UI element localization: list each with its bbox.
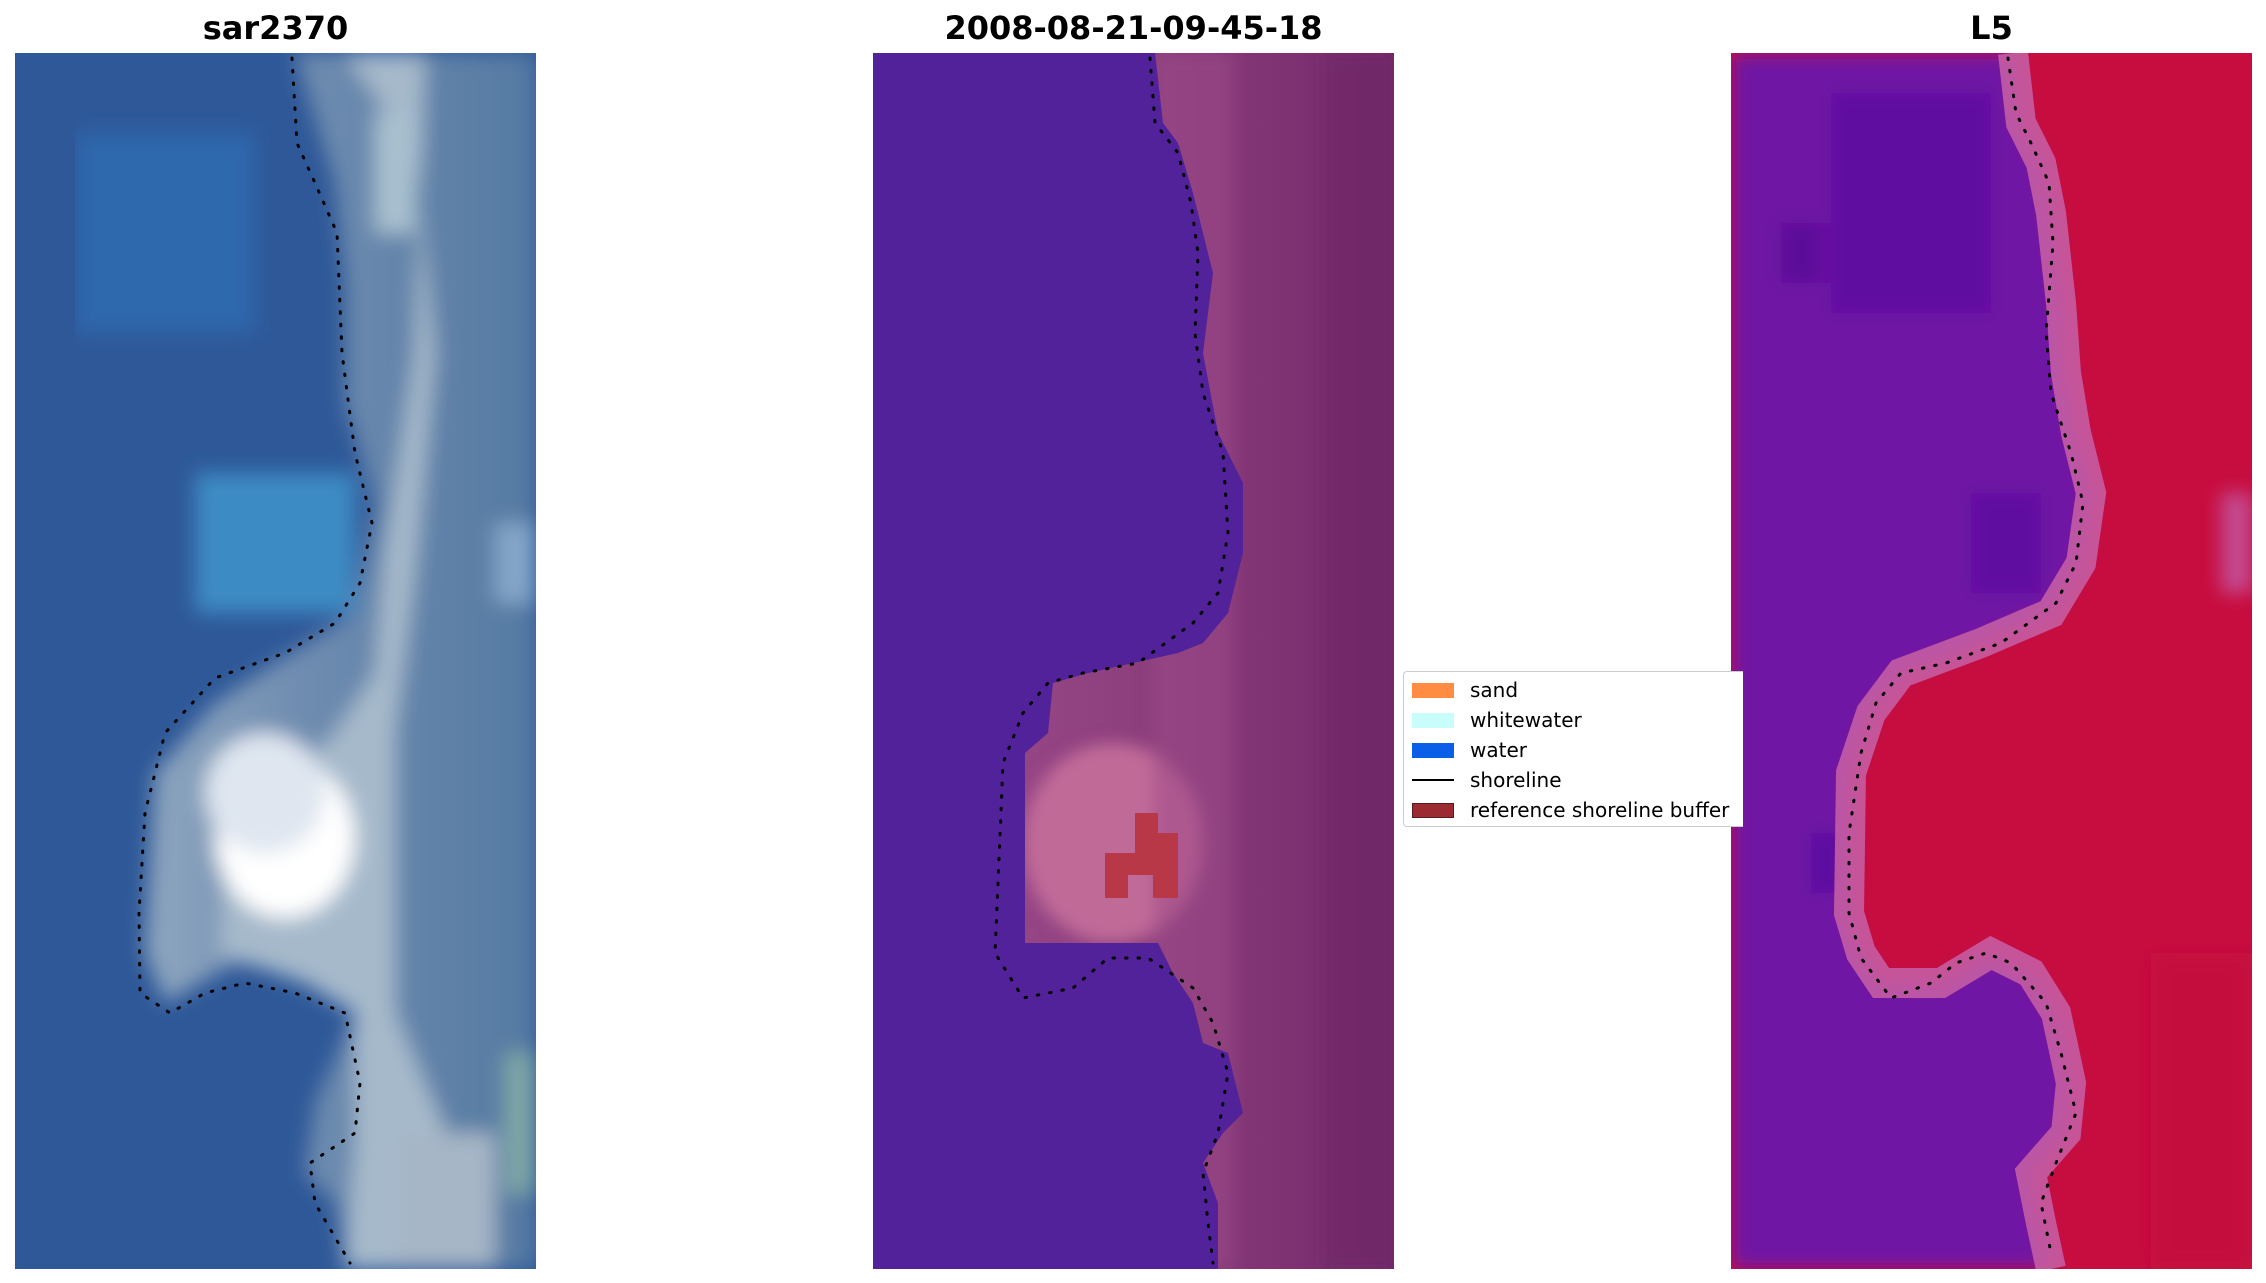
legend-swatch-reference-buffer bbox=[1412, 802, 1454, 818]
legend: sand whitewater water shoreline referenc… bbox=[1403, 671, 1743, 827]
legend-item-water: water bbox=[1412, 735, 1527, 765]
index-image bbox=[1731, 53, 2252, 1269]
classification-image-panel bbox=[873, 53, 1394, 1269]
legend-swatch-water bbox=[1412, 742, 1454, 758]
water-class-region bbox=[873, 53, 1243, 1269]
panel-title-index: L5 bbox=[1970, 9, 2013, 47]
panel-title-rgb: sar2370 bbox=[202, 9, 349, 47]
index-image-panel bbox=[1731, 53, 2252, 1269]
legend-label-reference-buffer: reference shoreline buffer bbox=[1470, 798, 1730, 822]
reference-buffer-region bbox=[1105, 813, 1178, 898]
legend-item-reference-buffer: reference shoreline buffer bbox=[1412, 795, 1729, 825]
shoreline-dots-index bbox=[1847, 56, 2085, 1255]
transition-band bbox=[1833, 53, 2107, 1269]
rgb-image-panel bbox=[15, 53, 536, 1269]
legend-label-whitewater: whitewater bbox=[1470, 708, 1582, 732]
legend-line-shoreline bbox=[1412, 779, 1454, 781]
panel-title-classification: 2008-08-21-09-45-18 bbox=[944, 9, 1323, 47]
shoreline-dots-classification bbox=[993, 56, 1230, 1265]
legend-label-shoreline: shoreline bbox=[1470, 768, 1562, 792]
legend-swatch-whitewater bbox=[1412, 712, 1454, 728]
legend-label-water: water bbox=[1470, 738, 1527, 762]
legend-item-shoreline: shoreline bbox=[1412, 765, 1562, 795]
shoreline-dots-rgb bbox=[137, 56, 374, 1265]
rgb-image bbox=[15, 53, 536, 1269]
legend-item-sand: sand bbox=[1412, 675, 1518, 705]
legend-item-whitewater: whitewater bbox=[1412, 705, 1582, 735]
legend-label-sand: sand bbox=[1470, 678, 1519, 702]
legend-swatch-sand bbox=[1412, 682, 1454, 698]
classification-image bbox=[873, 53, 1394, 1269]
